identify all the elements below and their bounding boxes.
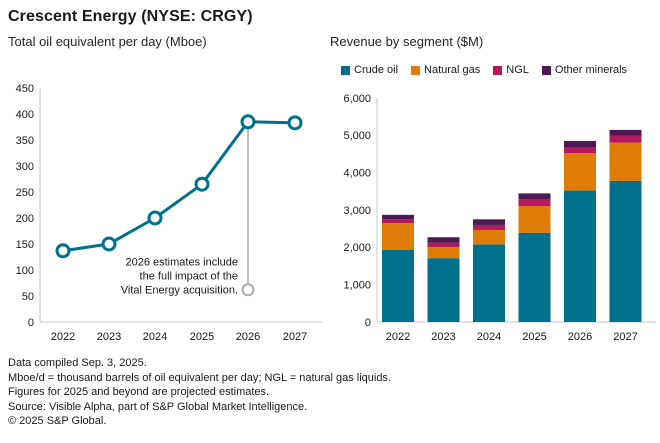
- data-line: [62, 120, 296, 253]
- bar-segment-natural-gas: [382, 223, 414, 250]
- bar-segment-ngl: [382, 219, 414, 224]
- y-tick-label: 150: [16, 239, 34, 251]
- bar-segment-natural-gas: [473, 229, 505, 245]
- line-chart: 0 50 100 150 200 250 300 350 400 450 2022 2023 2024 2…: [16, 84, 322, 343]
- x-tick-label: 2027: [283, 331, 307, 343]
- annotation-text-line: the full impact of the: [140, 270, 238, 282]
- bar-segment-natural-gas: [564, 153, 596, 191]
- bar-segment-crude-oil: [518, 232, 551, 322]
- footnote-line: Source: Visible Alpha, part of S&P Globa…: [8, 400, 308, 413]
- data-point: [55, 243, 71, 259]
- legend: Crude oil Natural gas NGL Other minerals: [341, 64, 627, 76]
- bar-segment-other-minerals: [473, 219, 505, 225]
- bar-segment-ngl: [518, 199, 551, 207]
- y-tick-label: 4,000: [343, 168, 371, 180]
- legend-item-crude-oil: Crude oil: [341, 64, 398, 76]
- y-tick-label: 2,000: [343, 242, 371, 254]
- legend-swatch-icon: [341, 65, 350, 75]
- y-tick-label: 300: [16, 161, 34, 173]
- legend-swatch-icon: [493, 65, 503, 75]
- y-tick-label: 200: [16, 213, 34, 225]
- annotation-marker: [241, 283, 255, 297]
- y-tick-label: 350: [16, 135, 34, 147]
- y-tick-label: 450: [16, 84, 34, 95]
- legend-label: NGL: [506, 64, 529, 76]
- x-tick-label: 2025: [522, 331, 546, 343]
- x-tick-label: 2022: [51, 331, 75, 343]
- footnote-line: Data compiled Sep. 3, 2025.: [8, 357, 147, 369]
- bar-segment-ngl: [473, 224, 505, 230]
- annotation-text-line: 2026 estimates include: [125, 256, 238, 268]
- legend-label: Natural gas: [424, 64, 481, 76]
- y-tick-label: 0: [28, 317, 34, 329]
- y-tick-label: 5,000: [343, 130, 371, 142]
- x-tick-label: 2025: [190, 331, 214, 343]
- data-point: [147, 210, 163, 226]
- x-tick-label: 2024: [143, 331, 167, 343]
- y-tick-label: 250: [16, 187, 34, 199]
- bar-segment-other-minerals: [427, 237, 460, 243]
- footnote-line: Mboe/d = thousand barrels of oil equival…: [8, 371, 391, 384]
- x-tick-label: 2026: [236, 331, 260, 343]
- bar-segment-crude-oil: [609, 180, 642, 322]
- bar-segment-crude-oil: [382, 249, 414, 322]
- footnote-line: © 2025 S&P Global.: [8, 415, 107, 428]
- page-title: Crescent Energy (NYSE: CRGY): [8, 8, 253, 25]
- data-point: [101, 236, 117, 252]
- x-tick-label: 2023: [431, 331, 455, 343]
- data-point: [240, 114, 256, 130]
- bar-segment-crude-oil: [427, 258, 460, 322]
- x-tick-label: 2026: [568, 331, 592, 343]
- legend-swatch-icon: [541, 65, 551, 75]
- y-tick-label: 3,000: [343, 205, 371, 217]
- y-tick-label: 400: [16, 109, 34, 121]
- bar-chart-title: Revenue by segment ($M): [330, 34, 484, 49]
- line-chart-title: Total oil equivalent per day (Mboe): [8, 34, 207, 49]
- bar-segment-other-minerals: [609, 129, 642, 136]
- legend-item-ngl: NGL: [493, 64, 529, 76]
- legend-label: Other minerals: [554, 64, 628, 76]
- bar-segment-other-minerals: [564, 140, 596, 148]
- y-tick-label: 0: [365, 317, 371, 329]
- data-point: [194, 176, 210, 192]
- y-tick-label: 1,000: [343, 280, 371, 292]
- footnote-line: Figures for 2025 and beyond are projecte…: [8, 386, 270, 399]
- bar-segment-ngl: [564, 147, 596, 154]
- bar-chart: 0 1,000 2,000 3,000 4,000 5,000 6,000 2022 2023 2…: [343, 93, 656, 343]
- x-tick-label: 2022: [386, 331, 410, 343]
- annotation-text: 2026 estimates include the full impact of…: [121, 256, 238, 296]
- bar-segment-ngl: [427, 242, 460, 247]
- legend-item-natural-gas: Natural gas: [411, 64, 480, 76]
- legend-label: Crude oil: [354, 64, 399, 76]
- bar-segment-other-minerals: [518, 193, 551, 200]
- legend-item-other-minerals: Other minerals: [541, 64, 628, 76]
- y-tick-label: 6,000: [343, 93, 371, 105]
- data-point: [287, 115, 303, 131]
- bar-segment-natural-gas: [518, 206, 551, 233]
- x-tick-label: 2027: [613, 331, 637, 343]
- y-tick-label: 50: [22, 291, 34, 303]
- bar-segment-crude-oil: [564, 190, 596, 322]
- footnotes: Data compiled Sep. 3, 2025. Mboe/d = tho…: [8, 356, 391, 429]
- annotation-text-line: Vital Energy acquisition.: [121, 284, 238, 296]
- x-tick-label: 2024: [477, 331, 501, 343]
- bar-segment-crude-oil: [473, 244, 505, 322]
- y-tick-label: 100: [16, 265, 34, 277]
- x-tick-label: 2023: [97, 331, 121, 343]
- bar-segment-ngl: [609, 135, 642, 143]
- legend-swatch-icon: [411, 65, 421, 75]
- bar-segment-other-minerals: [382, 214, 414, 220]
- bar-segment-natural-gas: [609, 142, 642, 181]
- bar-segment-natural-gas: [427, 246, 460, 259]
